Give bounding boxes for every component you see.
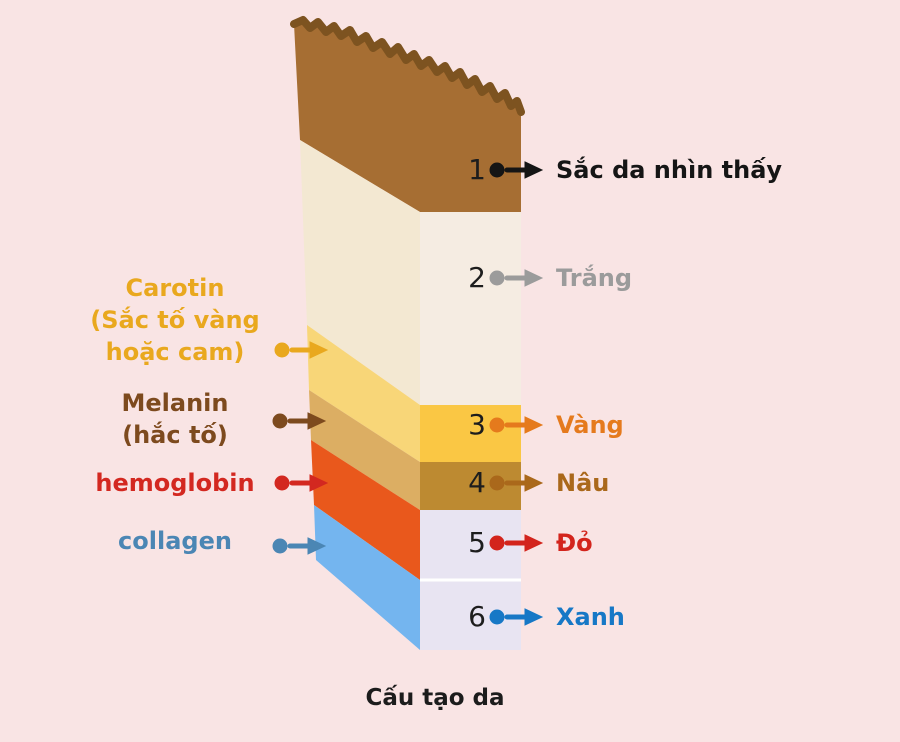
label-hemoglobin: hemoglobin bbox=[40, 467, 310, 499]
carotin-arrow-icon bbox=[274, 341, 329, 359]
band-5-red-zone bbox=[420, 510, 521, 580]
arrow-dot bbox=[274, 475, 290, 491]
row-2-arrow-icon bbox=[489, 269, 544, 287]
arrow-head bbox=[307, 537, 327, 555]
band-number-5: 5 bbox=[468, 526, 486, 559]
label-hemoglobin-line-1: hemoglobin bbox=[95, 469, 255, 497]
band-4-brown bbox=[420, 462, 521, 510]
label-collagen-line-1: collagen bbox=[118, 527, 232, 555]
band-label-3: Vàng bbox=[556, 411, 624, 439]
row-1-arrow-icon bbox=[489, 161, 544, 179]
label-carotin-line-2: (Sắc tố vàng bbox=[90, 306, 260, 334]
layer-epidermis-surface bbox=[294, 20, 521, 212]
arrow-head bbox=[309, 474, 329, 492]
arrow-dot bbox=[272, 413, 288, 429]
band-number-2: 2 bbox=[468, 261, 486, 294]
label-melanin: Melanin (hắc tố) bbox=[40, 387, 310, 451]
arrow-head bbox=[524, 534, 544, 552]
arrow-dot bbox=[489, 270, 505, 286]
band-label-6: Xanh bbox=[556, 603, 625, 631]
band-2-white bbox=[420, 212, 521, 405]
arrow-dot bbox=[489, 535, 505, 551]
label-melanin-line-2: (hắc tố) bbox=[122, 421, 228, 449]
layer-collagen-side bbox=[314, 505, 420, 650]
arrow-dot bbox=[489, 162, 505, 178]
arrow-head bbox=[524, 416, 544, 434]
band-number-6: 6 bbox=[468, 600, 486, 633]
label-collagen: collagen bbox=[40, 525, 310, 557]
arrow-head bbox=[524, 161, 544, 179]
row-4-arrow-icon bbox=[489, 474, 544, 492]
arrow-dot bbox=[489, 475, 505, 491]
layer-carotin-side bbox=[307, 325, 420, 462]
arrow-head bbox=[309, 341, 329, 359]
label-melanin-line-1: Melanin bbox=[121, 389, 229, 417]
band-label-4: Nâu bbox=[556, 469, 610, 497]
arrow-dot bbox=[489, 609, 505, 625]
arrow-head bbox=[524, 608, 544, 626]
row-3-arrow-icon bbox=[489, 416, 544, 434]
epidermis-rough-edge bbox=[290, 16, 525, 116]
band-number-4: 4 bbox=[468, 466, 486, 499]
band-label-1: Sắc da nhìn thấy bbox=[556, 156, 783, 184]
row-6-arrow-icon bbox=[489, 608, 544, 626]
label-carotin: Carotin (Sắc tố vàng hoặc cam) bbox=[40, 272, 310, 368]
collagen-arrow-icon bbox=[272, 537, 327, 555]
layer-cream-side bbox=[300, 140, 420, 405]
label-carotin-line-1: Carotin bbox=[125, 274, 225, 302]
diagram-title: Cấu tạo da bbox=[365, 685, 505, 711]
arrow-dot bbox=[272, 538, 288, 554]
band-number-3: 3 bbox=[468, 408, 486, 441]
hemoglobin-arrow-icon bbox=[274, 474, 329, 492]
band-label-5: Đỏ bbox=[556, 529, 593, 557]
layer-melanin-side bbox=[309, 390, 420, 510]
band-6-blue-zone bbox=[420, 580, 521, 650]
row-5-arrow-icon bbox=[489, 534, 544, 552]
arrow-head bbox=[524, 474, 544, 492]
melanin-arrow-icon bbox=[272, 412, 327, 430]
band-number-1: 1 bbox=[468, 153, 486, 186]
label-carotin-line-3: hoặc cam) bbox=[105, 338, 245, 366]
layer-hemoglobin-side bbox=[311, 440, 420, 580]
band-label-2: Trắng bbox=[556, 264, 633, 292]
arrow-dot bbox=[489, 417, 505, 433]
arrow-head bbox=[524, 269, 544, 287]
arrow-dot bbox=[274, 342, 290, 358]
arrow-head bbox=[307, 412, 327, 430]
